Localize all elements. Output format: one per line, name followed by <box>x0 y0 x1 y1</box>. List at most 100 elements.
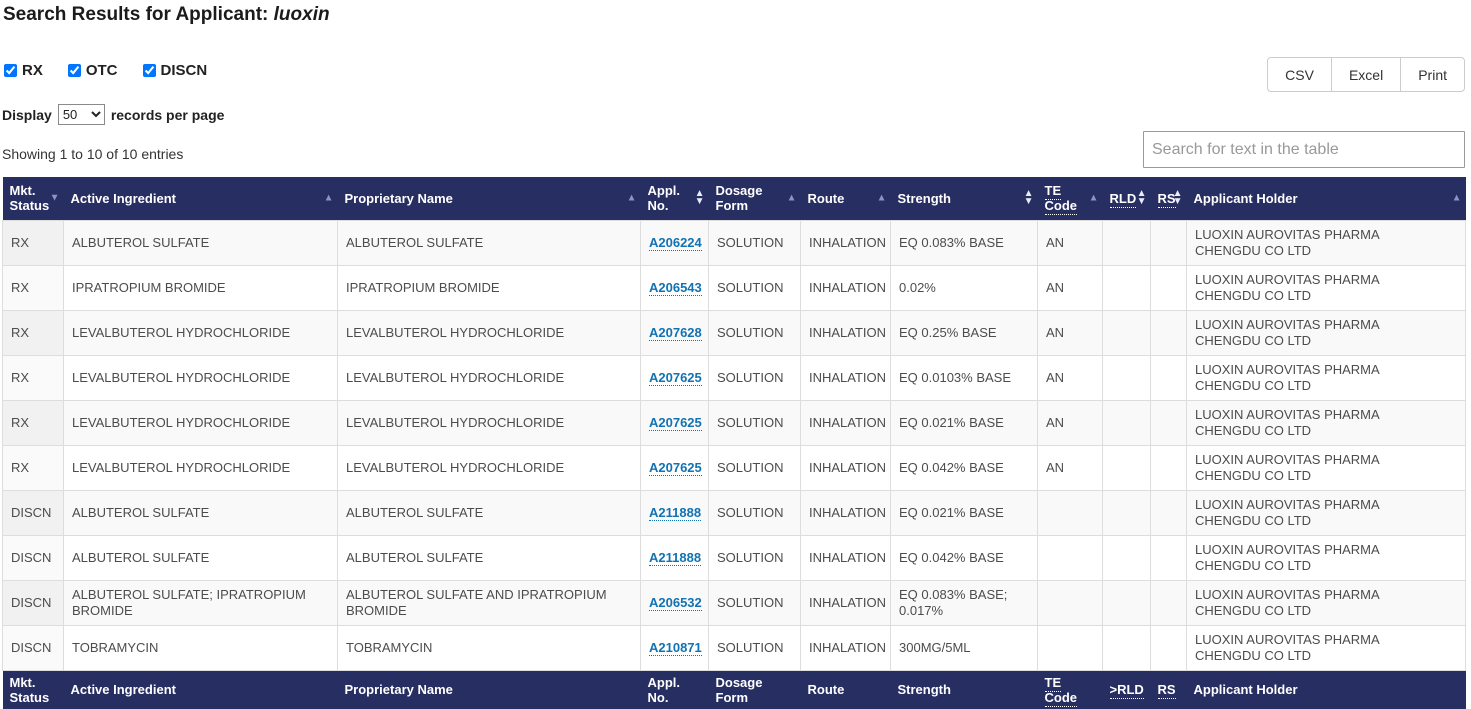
export-button-group: CSV Excel Print <box>1267 57 1465 92</box>
cell-rld <box>1102 219 1151 266</box>
cell-strength: EQ 0.042% BASE <box>890 444 1038 491</box>
cell-strength: EQ 0.0103% BASE <box>890 354 1038 401</box>
cell-rld <box>1102 354 1151 401</box>
cell-dosage-form: SOLUTION <box>708 534 801 581</box>
appl-no-link[interactable]: A211888 <box>649 549 702 566</box>
cell-rld <box>1102 534 1151 581</box>
sort-asc-icon: ▲ <box>786 192 797 204</box>
table-footer-row: Mkt. Status Active Ingredient Proprietary … <box>2 670 1466 709</box>
column-header-label: Applicant Holder <box>1193 190 1298 206</box>
cell-dosage-form: SOLUTION <box>708 219 801 266</box>
table-row: RX LEVALBUTEROL HYDROCHLORIDE LEVALBUTEROL… <box>2 399 1466 446</box>
table-row: DISCN ALBUTEROL SULFATE ALBUTEROL SULFATE A… <box>2 534 1466 581</box>
cell-te-code: AN <box>1037 354 1103 401</box>
records-per-page-label: records per page <box>110 106 225 123</box>
appl-no-link[interactable]: A207625 <box>649 459 702 476</box>
cell-active-ingredient: LEVALBUTEROL HYDROCHLORIDE <box>63 309 338 356</box>
appl-no-link[interactable]: A210871 <box>649 639 702 656</box>
cell-applicant-holder: LUOXIN AUROVITAS PHARMA CHENGDU CO LTD <box>1186 444 1466 491</box>
footer-header-label: Applicant Holder <box>1193 682 1298 698</box>
column-header-appl-no[interactable]: Appl. No. ▲ ▼ <box>640 177 709 220</box>
cell-te-code <box>1037 489 1103 536</box>
cell-route: INHALATION <box>800 219 891 266</box>
cell-appl-no: A210871 <box>640 624 709 671</box>
column-header-proprietary-name[interactable]: Proprietary Name ▲ <box>337 177 641 220</box>
cell-active-ingredient: LEVALBUTEROL HYDROCHLORIDE <box>63 444 338 491</box>
cell-appl-no: A211888 <box>640 489 709 536</box>
market-status-filters: RX OTC DISCN <box>2 62 230 79</box>
table-row: RX LEVALBUTEROL HYDROCHLORIDE LEVALBUTEROL… <box>2 444 1466 491</box>
column-header-dosage-form[interactable]: Dosage Form ▲ <box>708 177 801 220</box>
footer-header-label: Mkt. Status <box>9 674 50 705</box>
appl-no-link[interactable]: A207625 <box>649 414 702 431</box>
cell-rs <box>1150 309 1187 356</box>
footer-header-route: Route <box>800 670 891 709</box>
column-header-label: TE Code <box>1044 183 1077 216</box>
records-per-page-select[interactable]: 50 <box>57 104 105 125</box>
cell-route: INHALATION <box>800 579 891 626</box>
table-search-input[interactable] <box>1143 131 1465 168</box>
cell-active-ingredient: LEVALBUTEROL HYDROCHLORIDE <box>63 354 338 401</box>
cell-proprietary-name: IPRATROPIUM BROMIDE <box>337 264 641 311</box>
appl-no-link[interactable]: A206543 <box>649 279 702 296</box>
cell-strength: EQ 0.042% BASE <box>890 534 1038 581</box>
cell-appl-no: A211888 <box>640 534 709 581</box>
column-header-applicant-holder[interactable]: Applicant Holder ▲ <box>1186 177 1466 220</box>
footer-header-label: >RLD <box>1109 682 1144 700</box>
sort-asc-icon: ▲ <box>1088 192 1099 204</box>
cell-rld <box>1102 444 1151 491</box>
sort-both-icon: ▲ ▼ <box>1136 188 1147 208</box>
discn-checkbox-text: DISCN <box>160 62 208 79</box>
cell-rld <box>1102 579 1151 626</box>
footer-header-dosage-form: Dosage Form <box>708 670 801 709</box>
cell-rld <box>1102 624 1151 671</box>
appl-no-link[interactable]: A206224 <box>649 234 702 251</box>
cell-strength: EQ 0.021% BASE <box>890 489 1038 536</box>
rx-checkbox-label[interactable]: RX <box>2 62 43 79</box>
column-header-strength[interactable]: Strength ▲ ▼ <box>890 177 1038 220</box>
print-button[interactable]: Print <box>1400 57 1465 92</box>
column-header-rld[interactable]: RLD ▲ ▼ <box>1102 177 1151 220</box>
appl-no-link[interactable]: A206532 <box>649 594 702 611</box>
column-header-active-ingredient[interactable]: Active Ingredient ▲ <box>63 177 338 220</box>
cell-rs <box>1150 444 1187 491</box>
column-header-label: Mkt. Status <box>9 183 50 214</box>
otc-checkbox[interactable] <box>67 64 81 77</box>
page-title-query: luoxin <box>273 4 330 25</box>
otc-checkbox-label[interactable]: OTC <box>66 62 118 79</box>
appl-no-link[interactable]: A207628 <box>649 324 702 341</box>
cell-te-code: AN <box>1037 264 1103 311</box>
column-header-label: Route <box>807 190 845 206</box>
footer-header-proprietary-name: Proprietary Name <box>337 670 641 709</box>
cell-mkt-status: RX <box>2 354 64 401</box>
column-header-te-code[interactable]: TE Code ▲ <box>1037 177 1103 220</box>
discn-checkbox[interactable] <box>142 64 156 77</box>
sort-both-icon: ▲ ▼ <box>1172 188 1183 208</box>
footer-header-label: Dosage Form <box>715 674 763 705</box>
cell-mkt-status: DISCN <box>2 534 64 581</box>
cell-applicant-holder: LUOXIN AUROVITAS PHARMA CHENGDU CO LTD <box>1186 309 1466 356</box>
cell-route: INHALATION <box>800 624 891 671</box>
table-row: RX LEVALBUTEROL HYDROCHLORIDE LEVALBUTEROL… <box>2 354 1466 401</box>
column-header-mkt-status[interactable]: Mkt. Status ▼ <box>2 177 64 220</box>
cell-proprietary-name: ALBUTEROL SULFATE AND IPRATROPIUM BROMID… <box>337 579 641 626</box>
cell-dosage-form: SOLUTION <box>708 264 801 311</box>
csv-button[interactable]: CSV <box>1267 57 1332 92</box>
cell-rs <box>1150 624 1187 671</box>
discn-checkbox-label[interactable]: DISCN <box>141 62 208 79</box>
footer-header-strength: Strength <box>890 670 1038 709</box>
table-row: RX ALBUTEROL SULFATE ALBUTEROL SULFATE A206… <box>2 219 1466 266</box>
table-row: RX LEVALBUTEROL HYDROCHLORIDE LEVALBUTEROL… <box>2 309 1466 356</box>
cell-proprietary-name: LEVALBUTEROL HYDROCHLORIDE <box>337 354 641 401</box>
sort-asc-icon: ▲ <box>323 192 334 204</box>
footer-header-rld: >RLD <box>1102 670 1151 709</box>
rx-checkbox[interactable] <box>4 64 17 77</box>
cell-appl-no: A206543 <box>640 264 709 311</box>
appl-no-link[interactable]: A211888 <box>649 504 702 521</box>
appl-no-link[interactable]: A207625 <box>649 369 702 386</box>
sort-asc-icon: ▲ <box>626 192 637 204</box>
column-header-route[interactable]: Route ▲ <box>800 177 891 220</box>
column-header-rs[interactable]: RS ▲ ▼ <box>1150 177 1187 220</box>
cell-rld <box>1102 309 1151 356</box>
excel-button[interactable]: Excel <box>1330 57 1402 92</box>
